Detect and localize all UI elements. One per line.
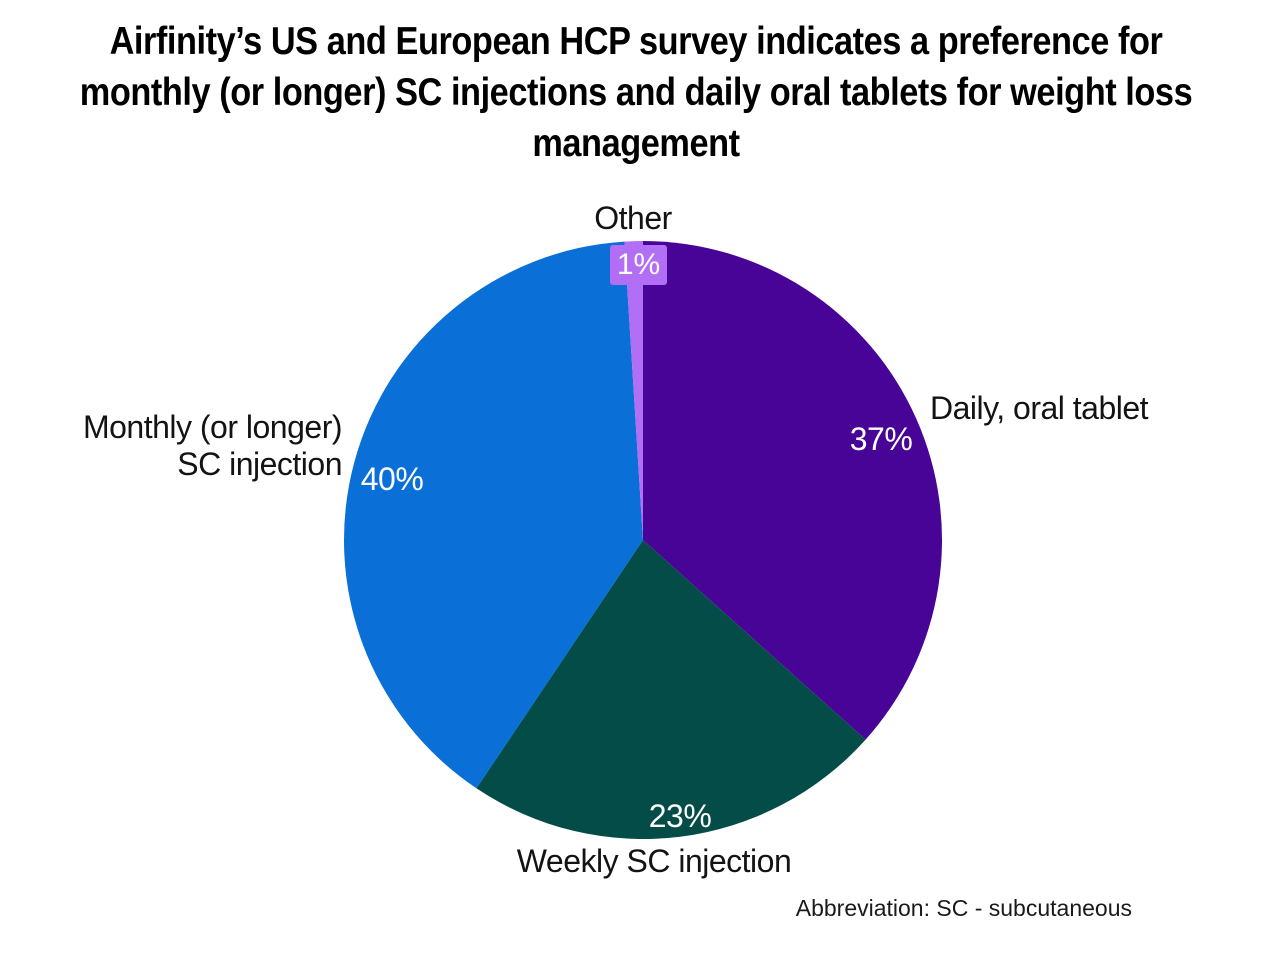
pie-slice-weekly-sc-injection [476, 540, 866, 840]
slice-pct-monthly-sc-injection: 40% [360, 461, 424, 497]
slice-label-daily-oral-tablet: Daily, oral tablet [930, 390, 1149, 426]
slice-label-monthly-sc-injection: Monthly (or longer) SC injection [40, 409, 343, 483]
pie-slice-monthly-sc-injection [343, 241, 643, 789]
chart-title: Airfinity’s US and European HCP survey i… [79, 20, 1193, 165]
slice-label-monthly-line1: Monthly (or longer) [82, 409, 343, 445]
abbreviation-footnote: Abbreviation: SC - subcutaneous [795, 895, 1132, 921]
slice-label-monthly-line2: SC injection [177, 446, 342, 482]
slice-pct-weekly-sc-injection: 23% [648, 798, 712, 834]
slice-label-weekly-sc-injection: Weekly SC injection [516, 843, 792, 879]
pie-slice-other [624, 241, 643, 540]
pie-slice-daily-oral-tablet [643, 241, 942, 740]
slice-pct-daily-oral-tablet: 37% [849, 421, 913, 457]
slice-label-other: Other [594, 200, 672, 236]
slice-pct-other: 1% [610, 245, 667, 285]
